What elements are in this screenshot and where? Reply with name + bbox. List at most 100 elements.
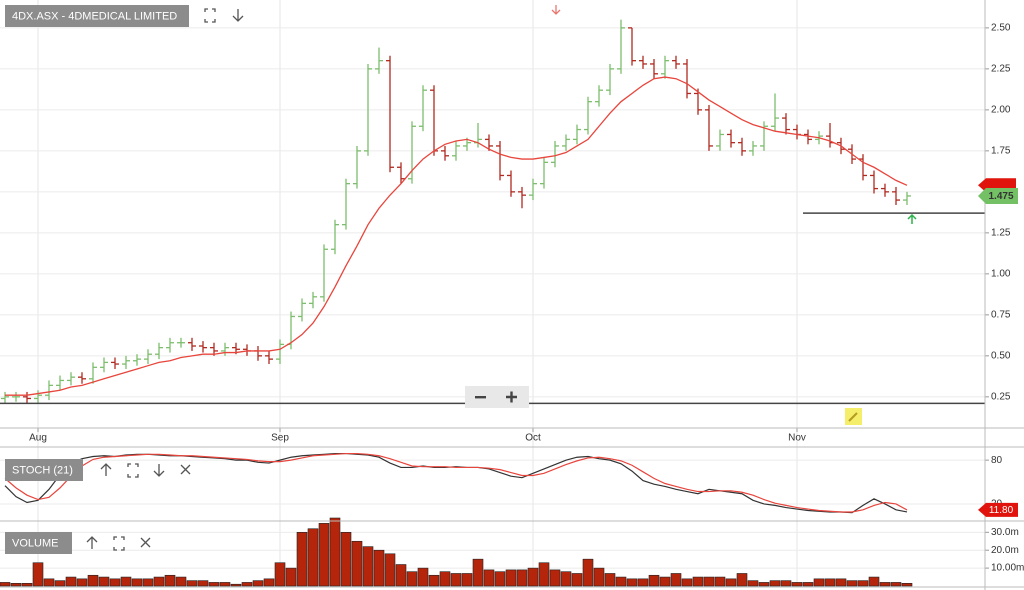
volume-bar [98,576,110,587]
volume-bar [857,580,869,587]
volume-bar [736,573,748,587]
volume-bar [747,580,759,587]
y-tick-label: 80 [991,455,1003,466]
up-icon[interactable] [86,536,98,549]
volume-bar [241,582,253,587]
x-tick-label: Nov [788,433,806,444]
header-icons[interactable] [204,8,244,23]
stoch-icons[interactable] [100,463,191,478]
volume-bar [615,576,627,587]
down-icon[interactable] [232,9,244,22]
zoom-controls[interactable] [465,386,529,408]
volume-bar [417,567,429,587]
volume-bar [87,574,99,587]
volume-bar [186,580,198,587]
panel-title: STOCH (21) [12,464,73,476]
volume-bar [703,576,715,587]
volume-bar [802,582,814,587]
volume-bar [109,578,121,587]
volume-bar [21,583,33,587]
volume-bar [604,573,616,587]
y-tick-label: 0.75 [991,309,1011,320]
volume-bar [208,582,220,587]
volume-bar [120,576,132,587]
volume-bar [472,558,484,587]
volume-bar [901,583,913,587]
volume-bar [296,532,308,587]
pencil-icon [848,412,858,422]
volume-bar [395,564,407,587]
volume-bar [76,578,88,587]
chart-title: 4DX.ASX - 4DMEDICAL LIMITED [12,10,177,22]
price-header: 4DX.ASX - 4DMEDICAL LIMITED [5,5,189,27]
volume-bar [65,576,77,587]
volume-bar [593,567,605,587]
x-tick-label: Aug [29,433,47,444]
panel-title: VOLUME [12,537,58,549]
expand-icon[interactable] [204,8,216,23]
volume-bar [373,549,385,587]
y-tick-label: 0.25 [991,391,1011,402]
y-tick-label: 10.00m [991,563,1024,574]
volume-bar [32,562,44,587]
down-icon[interactable] [153,464,165,477]
volume-bar [153,576,165,587]
volume-bar [197,580,209,587]
y-tick-label: 1.75 [991,146,1011,157]
title-box [5,5,189,27]
title-box [5,459,83,481]
stoch-line [4,452,908,513]
x-tick-label: Sep [271,433,289,444]
volume-bar [329,517,341,587]
volume-bar [648,574,660,587]
volume-bar [43,578,55,587]
draw-tool[interactable] [845,408,862,425]
volume-bar [351,540,363,587]
stoch-header: STOCH (21) [5,459,83,481]
volume-bar [846,580,858,587]
zoom-in-button[interactable] [506,391,517,403]
last-price-flag [978,187,1018,204]
volume-bar [307,528,319,587]
volume-bar [626,578,638,587]
volume-bar [538,562,550,587]
y-tick-label: 1.25 [991,227,1011,238]
volume-bar [769,580,781,587]
volume-bar [230,583,242,587]
y-tick-label: 30.0m [991,527,1019,538]
volume-bar [505,569,517,587]
volume-bar [483,569,495,587]
volume-bar [384,553,396,587]
stoch-flag [978,502,1018,517]
close-icon[interactable] [180,464,191,475]
volume-bar [890,582,902,587]
volume-bar [560,571,572,587]
volume-bar [835,578,847,587]
marks-layer [0,19,985,587]
expand-icon[interactable] [127,463,139,478]
volume-bar [791,582,803,587]
volume-bar [428,574,440,587]
volume-bar [582,558,594,587]
volume-bar [318,523,330,587]
expand-icon[interactable] [113,536,125,551]
volume-bar [164,574,176,587]
volume-bar [274,562,286,587]
volume-bar [406,571,418,587]
y-tick-label: 2.50 [991,23,1011,34]
zoom-out-button[interactable] [475,396,486,399]
close-icon[interactable] [140,537,151,548]
volume-bar [131,578,143,587]
volume-bar [54,580,66,587]
sell-signal-arrow [551,5,561,15]
last-price-label: 1.475 [988,191,1013,202]
volume-icons[interactable] [86,536,151,551]
up-icon[interactable] [100,463,112,476]
y-tick-label: 1.00 [991,268,1011,279]
volume-bar [142,578,154,587]
volume-bar [252,580,264,587]
volume-bar [637,578,649,587]
buy-signal-arrow [907,213,917,224]
